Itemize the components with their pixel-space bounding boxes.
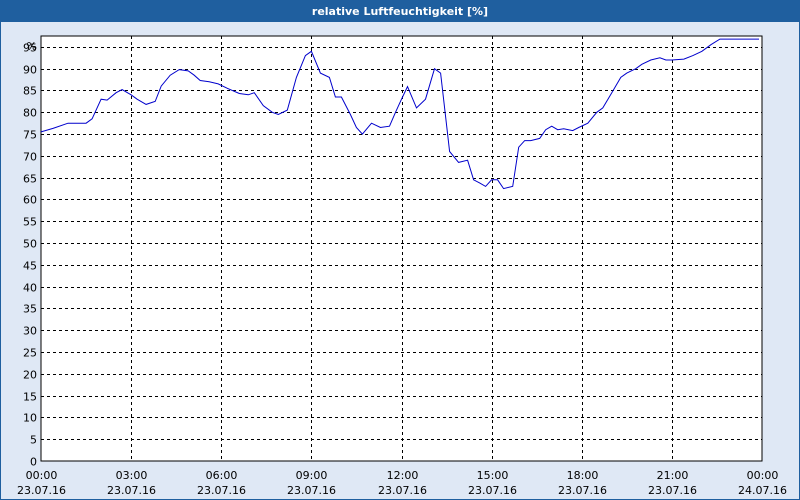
y-tick-label: 15 — [23, 391, 37, 404]
y-tick-label: 90 — [23, 64, 37, 77]
x-axis-ticks: 00:00 23.07.16 03:00 23.07.16 06:00 23.07.16 0… — [17, 469, 787, 497]
x-tick-date-label: 23.07.16 — [648, 484, 697, 497]
x-tick-time-label: 21:00 — [657, 469, 689, 482]
y-tick-label: 60 — [23, 194, 37, 207]
grid — [40, 35, 763, 462]
x-tick-date-label: 23.07.16 — [107, 484, 156, 497]
y-tick-label: 55 — [23, 216, 37, 229]
x-tick-time-label: 03:00 — [116, 469, 148, 482]
x-tick-date-label: 23.07.16 — [558, 484, 607, 497]
y-tick-label: 20 — [23, 369, 37, 382]
y-tick-label: 35 — [23, 303, 37, 316]
y-tick-label: 30 — [23, 325, 37, 338]
y-tick-label: 45 — [23, 260, 37, 273]
y-tick-label: 75 — [23, 129, 37, 142]
x-tick-date-label: 23.07.16 — [17, 484, 66, 497]
x-tick-date-label: 24.07.16 — [738, 484, 787, 497]
y-tick-label: 50 — [23, 238, 37, 251]
y-tick-label: 0 — [30, 456, 37, 469]
x-tick-time-label: 15:00 — [477, 469, 509, 482]
x-tick-date-label: 23.07.16 — [468, 484, 517, 497]
chart-title: relative Luftfeuchtigkeit [%] — [1, 1, 799, 22]
y-tick-label: 65 — [23, 173, 37, 186]
y-unit-label: % — [27, 40, 37, 53]
y-axis-ticks: 0 5 10 15 20 25 30 35 40 45 50 55 60 65 70 75 80 85 90 95 — [23, 42, 37, 469]
y-tick-label: 40 — [23, 282, 37, 295]
x-tick-date-label: 23.07.16 — [287, 484, 336, 497]
x-tick-time-label: 12:00 — [387, 469, 419, 482]
humidity-series-line — [40, 38, 759, 190]
y-tick-label: 25 — [23, 347, 37, 360]
x-tick-time-label: 06:00 — [206, 469, 238, 482]
y-tick-label: 85 — [23, 85, 37, 98]
plot-area — [40, 35, 763, 462]
y-tick-label: 10 — [23, 412, 37, 425]
x-tick-date-label: 23.07.16 — [197, 484, 246, 497]
x-tick-time-label: 18:00 — [567, 469, 599, 482]
x-tick-time-label: 09:00 — [296, 469, 328, 482]
y-tick-label: 95 — [23, 42, 37, 55]
y-tick-label: 70 — [23, 151, 37, 164]
x-tick-time-label: 00:00 — [747, 469, 779, 482]
x-tick-time-label: 00:00 — [26, 469, 58, 482]
y-tick-label: 5 — [30, 434, 37, 447]
x-tick-date-label: 23.07.16 — [378, 484, 427, 497]
y-tick-label: 80 — [23, 107, 37, 120]
